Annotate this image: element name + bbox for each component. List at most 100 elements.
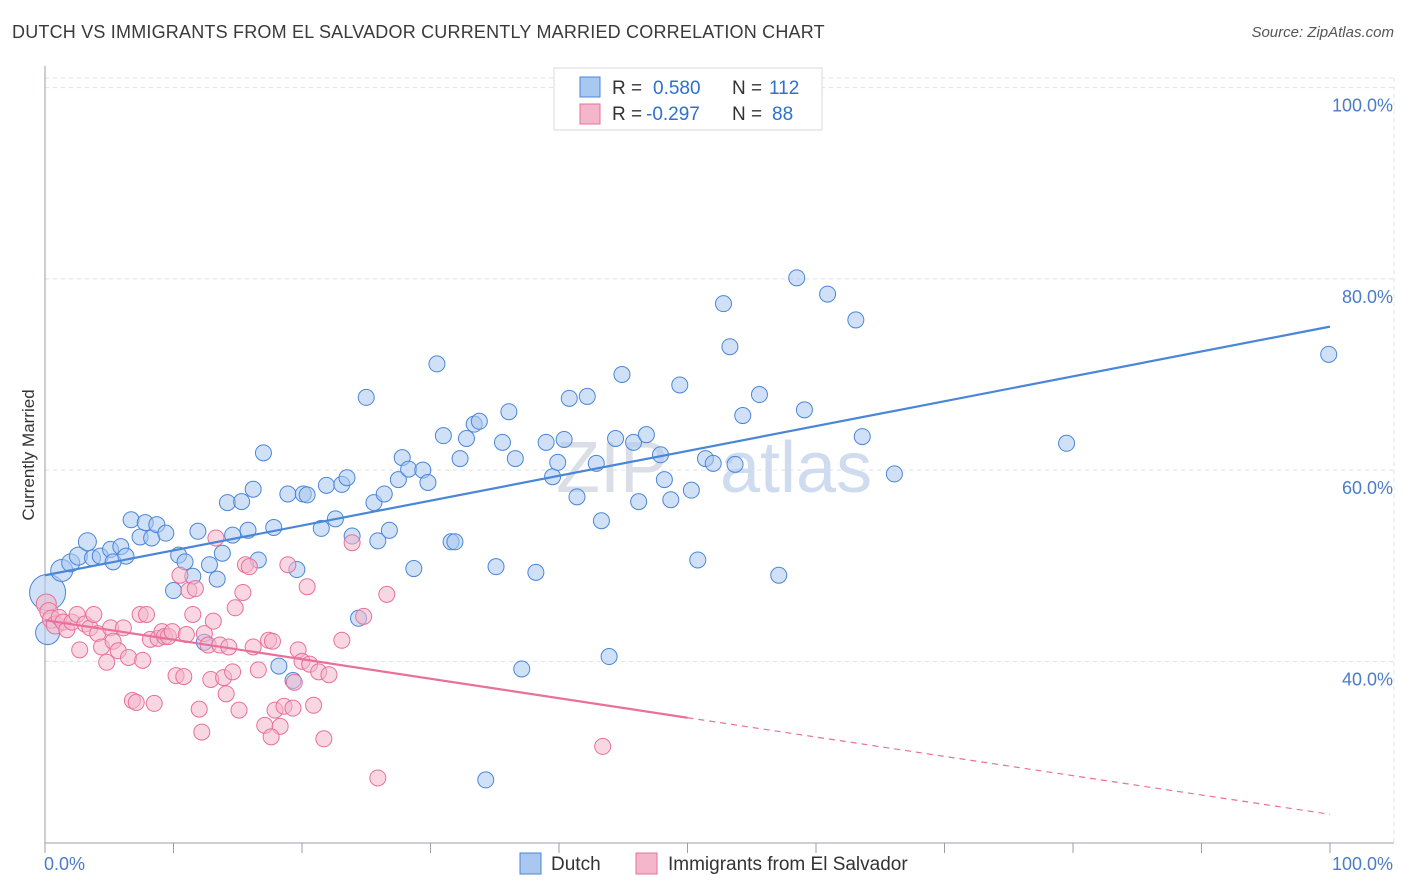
dutch-point (312, 519, 330, 537)
salvador-trend-line (44, 619, 688, 719)
dutch-point (592, 512, 610, 530)
salvador-point (249, 661, 267, 679)
dutch-point (704, 454, 722, 472)
salvador-point (262, 728, 280, 746)
dutch-point (549, 453, 567, 471)
dutch-point (655, 471, 673, 489)
legend-n-dutch: 112 (769, 78, 799, 99)
dutch-point (389, 471, 407, 489)
dutch-point (1320, 345, 1338, 363)
salvador-point (71, 641, 89, 659)
dutch-point (630, 493, 648, 511)
salvador-point (163, 623, 181, 641)
salvador-point (378, 585, 396, 603)
legend-swatch-dutch (579, 76, 601, 98)
dutch-point (607, 430, 625, 448)
dutch-point (451, 450, 469, 468)
dutch-point (200, 556, 218, 574)
salvador-point (240, 558, 258, 576)
dutch-point (400, 460, 418, 478)
legend-n-label-salvador: N = (732, 104, 762, 125)
dutch-point (560, 389, 578, 407)
dutch-point (847, 311, 865, 329)
bottom-legend-salvador: Immigrants from El Salvador (668, 854, 908, 875)
axes (44, 66, 1394, 853)
salvador-point (138, 605, 156, 623)
dutch-point (819, 285, 837, 303)
salvador-point (226, 599, 244, 617)
dutch-point (189, 522, 207, 540)
salvador-point (186, 580, 204, 598)
dutch-point (122, 511, 140, 529)
salvador-point (333, 631, 351, 649)
dutch-point (279, 485, 297, 503)
dutch-point (637, 426, 655, 444)
dutch-point (795, 401, 813, 419)
chart-title: DUTCH VS IMMIGRANTS FROM EL SALVADOR CUR… (12, 22, 825, 42)
legend-n-salvador: 88 (772, 104, 793, 125)
dutch-point (254, 444, 272, 462)
salvador-point (217, 685, 235, 703)
salvador-point (184, 605, 202, 623)
dutch-trend-line (44, 325, 1331, 577)
legend-r-salvador: -0.297 (646, 104, 700, 125)
dutch-point (375, 485, 393, 503)
watermark-atlas: atlas (720, 428, 872, 508)
y-tick-label: 40.0% (1342, 669, 1393, 689)
dutch-point (689, 551, 707, 569)
dutch-point (750, 386, 768, 404)
dutch-point (380, 521, 398, 539)
legend-r-label-salvador: R = (612, 104, 642, 125)
dutch-point (770, 566, 788, 584)
dutch-point (157, 524, 175, 542)
trend-lines (44, 325, 1331, 815)
salvador-point (305, 696, 323, 714)
dutch-point (885, 465, 903, 483)
bottom-legend-swatch-salvador (635, 852, 658, 875)
y-tick-label: 100.0% (1332, 96, 1393, 116)
dutch-point (317, 476, 335, 494)
dutch-point (625, 433, 643, 451)
bottom-legend-swatch-dutch (519, 852, 542, 875)
dutch-point (527, 563, 545, 581)
legend-r-dutch: 0.580 (653, 78, 701, 99)
chart-source: Source: ZipAtlas.com (1251, 24, 1394, 41)
dutch-point (470, 412, 488, 430)
salvador-point (320, 666, 338, 684)
salvador-point (315, 730, 333, 748)
salvador-point (134, 651, 152, 669)
dutch-point (721, 338, 739, 356)
dutch-point (1058, 434, 1076, 452)
salvador-point (204, 612, 222, 630)
legend-swatch-salvador (579, 103, 601, 125)
dutch-point (270, 657, 288, 675)
salvador-point (343, 534, 361, 552)
dutch-point (357, 388, 375, 406)
salvador-point (279, 556, 297, 574)
dutch-point (506, 450, 524, 468)
dutch-point (405, 560, 423, 578)
dutch-point (213, 544, 231, 562)
y-tick-label: 80.0% (1342, 287, 1393, 307)
dutch-point (662, 491, 680, 509)
dutch-point (77, 532, 97, 552)
salvador-point (224, 663, 242, 681)
dutch-point (682, 481, 700, 499)
salvador-point (190, 700, 208, 718)
salvador-point (120, 648, 138, 666)
dutch-point (555, 430, 573, 448)
dutch-point (434, 427, 452, 445)
x-tick-label-max: 100.0% (1332, 854, 1393, 874)
dutch-point (165, 582, 182, 600)
dutch-point (726, 455, 744, 473)
dutch-point (477, 771, 495, 789)
y-axis-label: Currently Married (19, 389, 38, 520)
dutch-point (369, 532, 387, 550)
dutch-point (487, 558, 505, 576)
salvador-point (98, 653, 116, 671)
salvador-point (263, 632, 281, 650)
dutch-point (500, 403, 518, 421)
bottom-legend-dutch: Dutch (551, 854, 601, 875)
dutch-point (613, 365, 631, 383)
